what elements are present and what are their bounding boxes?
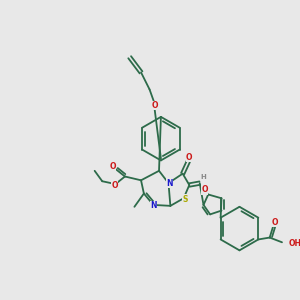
- Text: S: S: [183, 195, 188, 204]
- Text: O: O: [272, 218, 279, 227]
- Text: O: O: [111, 181, 118, 190]
- Text: OH: OH: [289, 239, 300, 248]
- Text: O: O: [152, 101, 158, 110]
- Text: O: O: [201, 185, 208, 194]
- Text: N: N: [166, 178, 173, 188]
- Text: H: H: [201, 173, 206, 179]
- Text: O: O: [110, 162, 116, 171]
- Text: N: N: [150, 201, 157, 210]
- Text: O: O: [186, 153, 193, 162]
